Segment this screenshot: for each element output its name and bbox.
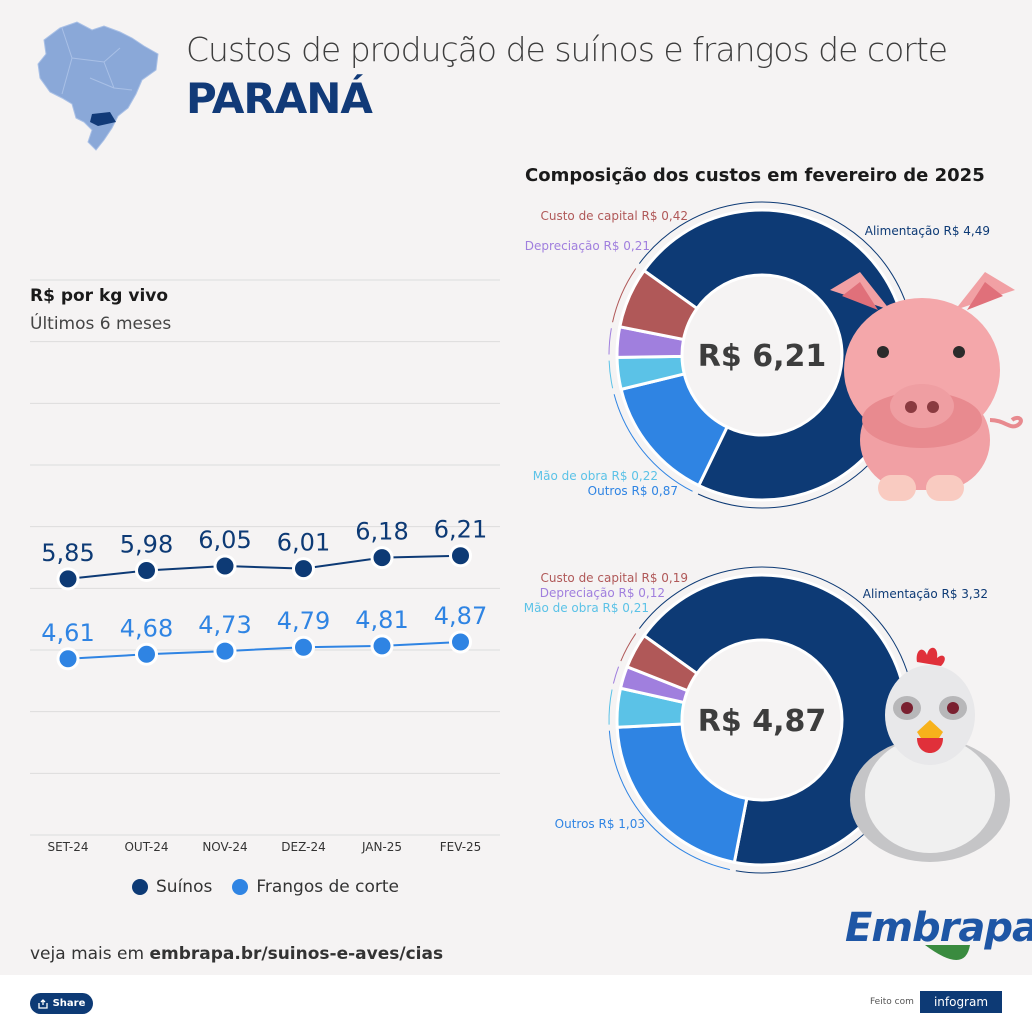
share-button[interactable]: Share (30, 993, 93, 1014)
donut-slice-outros[interactable] (615, 722, 749, 865)
data-label: 5,85 (41, 539, 94, 567)
donut-section-title: Composição dos custos em fevereiro de 20… (525, 165, 985, 186)
data-label: 6,21 (434, 516, 487, 544)
slice-outline-arc (613, 394, 693, 492)
slice-outline-arc (608, 689, 613, 725)
data-label: 4,61 (41, 619, 94, 647)
donut-hole (686, 279, 838, 431)
data-point[interactable] (135, 559, 158, 583)
series-line-frangos (67, 641, 461, 660)
data-point[interactable] (449, 544, 472, 568)
chicken-icon (850, 647, 1010, 862)
data-point[interactable] (449, 630, 472, 654)
x-tick-label: JAN-25 (361, 840, 402, 854)
donut-chart-frangos: Alimentação R$ 3,32 Outros R$ 1,03 Mão de … (524, 566, 988, 874)
donut-center-total: R$ 6,21 (698, 339, 826, 374)
x-tick-label: SET-24 (47, 840, 88, 854)
slice-label-mao-de-obra: Mão de obra R$ 0,21 (524, 601, 649, 615)
x-tick-label: FEV-25 (440, 840, 482, 854)
slice-label-alimentacao: Alimentação R$ 3,32 (863, 587, 988, 601)
infogram-link[interactable]: infogram (920, 991, 1002, 1013)
slice-label-mao-de-obra: Mão de obra R$ 0,22 (533, 469, 658, 483)
data-point[interactable] (213, 554, 237, 578)
legend-swatch-frangos (232, 879, 249, 895)
donut-slice-alimentacao[interactable] (641, 573, 909, 867)
donut-slice-custo-capital[interactable] (625, 633, 700, 693)
slice-label-outros: Outros R$ 0,87 (588, 484, 678, 498)
slice-outline-arc (608, 730, 730, 871)
share-label: Share (52, 998, 86, 1009)
slice-outline-arc (608, 360, 614, 389)
data-label: 4,73 (198, 611, 251, 639)
line-chart-title: R$ por kg vivo (30, 286, 169, 306)
slice-label-custo-capital: Custo de capital R$ 0,19 (540, 571, 688, 585)
x-tick-label: DEZ-24 (281, 840, 325, 854)
donut-center-total: R$ 4,87 (698, 704, 826, 739)
donut-slice-alimentacao[interactable] (641, 208, 909, 502)
data-point[interactable] (292, 557, 315, 581)
see-more-text: veja mais em embrapa.br/suinos-e-aves/ci… (30, 944, 443, 964)
slice-label-custo-capital: Custo de capital R$ 0,42 (540, 209, 688, 223)
slice-label-depreciacao: Depreciação R$ 0,12 (540, 586, 665, 600)
x-tick-label: OUT-24 (124, 840, 168, 854)
embrapa-logo-mark (925, 945, 970, 960)
data-label: 4,87 (434, 602, 487, 630)
see-more-prefix: veja mais em (30, 944, 150, 964)
data-label: 5,98 (120, 531, 173, 559)
data-point[interactable] (292, 635, 315, 659)
data-label: 4,81 (355, 606, 408, 634)
legend-item-suinos[interactable]: Suínos (132, 877, 212, 897)
line-chart: SET-24 OUT-24 NOV-24 DEZ-24 JAN-25 FEV-25 5,85… (30, 279, 500, 854)
brazil-map-icon (37, 21, 159, 151)
footer-bar (0, 975, 1032, 1032)
data-point[interactable] (370, 546, 394, 570)
slice-label-outros: Outros R$ 1,03 (555, 817, 645, 831)
region-title: PARANÁ (186, 74, 373, 123)
line-chart-legend: Suínos Frangos de corte (132, 877, 419, 897)
data-label: 6,01 (277, 529, 330, 557)
made-with-label: Feito com (870, 997, 914, 1007)
data-point[interactable] (135, 642, 158, 666)
legend-item-frangos[interactable]: Frangos de corte (232, 877, 399, 897)
data-point[interactable] (213, 639, 237, 663)
slice-outline-arc (608, 328, 612, 355)
slice-label-depreciacao: Depreciação R$ 0,21 (525, 239, 650, 253)
slice-outline-arc (612, 666, 620, 684)
slice-outline-arc (620, 633, 637, 662)
slice-outline-arc (638, 566, 916, 874)
series-line-suinos (67, 554, 461, 580)
data-point[interactable] (56, 647, 80, 671)
line-chart-subtitle: Últimos 6 meses (30, 314, 172, 334)
data-point[interactable] (370, 634, 394, 658)
donut-slice-custo-capital[interactable] (618, 268, 700, 342)
slice-outline-arc (612, 268, 637, 323)
data-point[interactable] (56, 567, 80, 591)
embrapa-logo-text: Embrapa (845, 905, 1032, 951)
data-label: 4,68 (120, 614, 173, 642)
legend-label-frangos: Frangos de corte (256, 877, 400, 897)
data-label: 6,18 (355, 518, 408, 546)
legend-label-suinos: Suínos (156, 877, 213, 897)
legend-swatch-suinos (132, 879, 148, 895)
data-label: 6,05 (198, 526, 251, 554)
embrapa-logo: Embrapa (845, 905, 1032, 960)
data-label: 4,79 (277, 607, 330, 635)
x-tick-label: NOV-24 (202, 840, 247, 854)
pig-icon (830, 272, 1023, 501)
see-more-link[interactable]: embrapa.br/suinos-e-aves/cias (149, 944, 444, 964)
donut-hole (686, 644, 838, 796)
share-icon (37, 998, 48, 1009)
slice-label-alimentacao: Alimentação R$ 4,49 (865, 224, 990, 238)
page-title: Custos de produção de suínos e frangos d… (186, 30, 948, 69)
